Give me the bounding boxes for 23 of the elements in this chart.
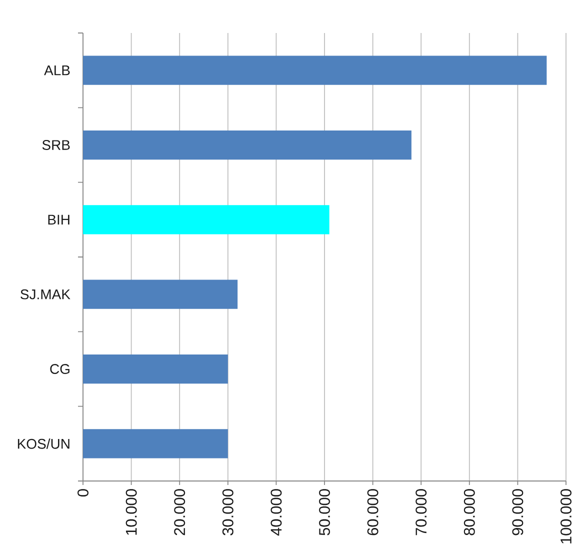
bar bbox=[83, 354, 228, 384]
y-tick-label: BIH bbox=[48, 214, 70, 224]
y-tick-label: SRB bbox=[42, 140, 70, 150]
x-tick-label: 70.000 bbox=[416, 489, 427, 536]
x-tick-label: 60.000 bbox=[367, 489, 378, 536]
x-tick-label: 0 bbox=[78, 489, 88, 497]
x-tick-label: 20.000 bbox=[174, 489, 186, 536]
bar bbox=[83, 205, 330, 234]
y-tick-label: KOS/UN bbox=[18, 438, 70, 449]
bar bbox=[83, 130, 412, 160]
x-tick-label: 90.000 bbox=[512, 489, 524, 536]
x-tick-label: 100.000 bbox=[560, 489, 572, 544]
y-tick-label: ALB bbox=[44, 66, 70, 76]
x-tick-label: 80.000 bbox=[464, 489, 475, 536]
y-tick-label: SJ.MAK bbox=[20, 289, 70, 300]
bar bbox=[83, 56, 547, 85]
bar bbox=[83, 429, 228, 458]
y-tick-label: CG bbox=[50, 364, 70, 374]
x-tick-label: 10.000 bbox=[126, 489, 137, 535]
x-tick-label: 30.000 bbox=[222, 489, 234, 536]
bar bbox=[83, 280, 238, 309]
x-tick-label: 50.000 bbox=[319, 489, 330, 536]
x-tick-label: 40.000 bbox=[270, 489, 282, 536]
